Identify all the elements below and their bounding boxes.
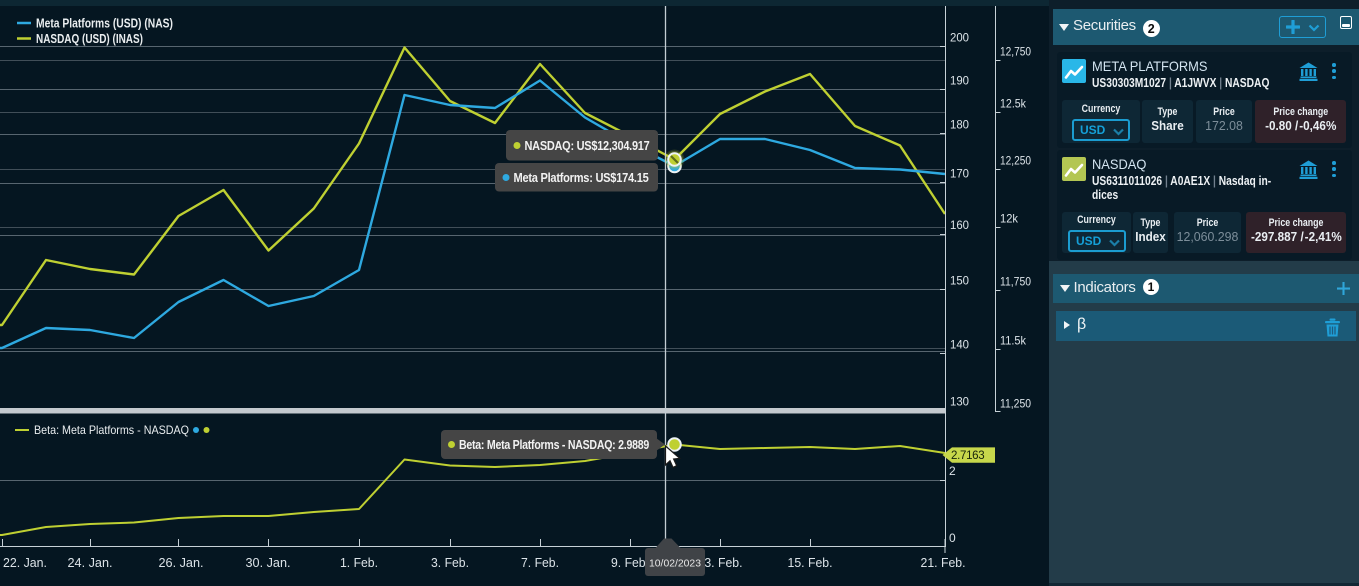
svg-text:10/02/2023: 10/02/2023	[649, 558, 701, 570]
svg-text:2.7163: 2.7163	[951, 450, 984, 462]
svg-text:150: 150	[950, 274, 969, 288]
svg-text:12.5k: 12.5k	[1000, 97, 1027, 111]
svg-text:12,750: 12,750	[1000, 45, 1031, 59]
svg-text:1. Feb.: 1. Feb.	[340, 556, 378, 570]
svg-text:11,750: 11,750	[1000, 275, 1031, 289]
svg-text:Beta: Meta Platforms - NASDAQ: Beta: Meta Platforms - NASDAQ	[34, 423, 189, 437]
svg-text:9. Feb.: 9. Feb.	[611, 556, 649, 570]
svg-text:11,250: 11,250	[1000, 397, 1031, 411]
svg-text:NASDAQ: US$12,304.917: NASDAQ: US$12,304.917	[525, 138, 650, 153]
svg-text:7. Feb.: 7. Feb.	[521, 556, 559, 570]
svg-text:170: 170	[950, 167, 969, 181]
svg-text:11.5k: 11.5k	[1000, 334, 1027, 348]
svg-text:180: 180	[950, 118, 969, 132]
svg-text:130: 130	[950, 395, 969, 409]
svg-text:190: 190	[950, 74, 969, 88]
svg-text:Beta: Meta Platforms - NASDAQ:: Beta: Meta Platforms - NASDAQ: 2.9889	[459, 438, 649, 452]
svg-text:22. Jan.: 22. Jan.	[3, 556, 47, 570]
svg-text:200: 200	[950, 31, 969, 45]
svg-text:3. Feb.: 3. Feb.	[431, 556, 469, 570]
svg-text:30. Jan.: 30. Jan.	[246, 556, 291, 570]
svg-text:26. Jan.: 26. Jan.	[159, 556, 204, 570]
svg-text:2: 2	[949, 464, 956, 478]
svg-text:21. Feb.: 21. Feb.	[921, 556, 966, 570]
svg-text:0: 0	[949, 531, 956, 545]
svg-text:12,250: 12,250	[1000, 154, 1031, 168]
svg-text:13. Feb.: 13. Feb.	[698, 556, 743, 570]
svg-text:15. Feb.: 15. Feb.	[788, 556, 833, 570]
svg-text:140: 140	[950, 338, 969, 352]
svg-text:Meta Platforms: US$174.15: Meta Platforms: US$174.15	[514, 170, 649, 185]
svg-text:Meta Platforms (USD) (NAS): Meta Platforms (USD) (NAS)	[36, 17, 173, 31]
svg-text:24. Jan.: 24. Jan.	[68, 556, 113, 570]
svg-text:160: 160	[950, 218, 969, 232]
svg-text:12k: 12k	[1000, 212, 1019, 226]
svg-text:NASDAQ (USD) (INAS): NASDAQ (USD) (INAS)	[36, 32, 143, 46]
